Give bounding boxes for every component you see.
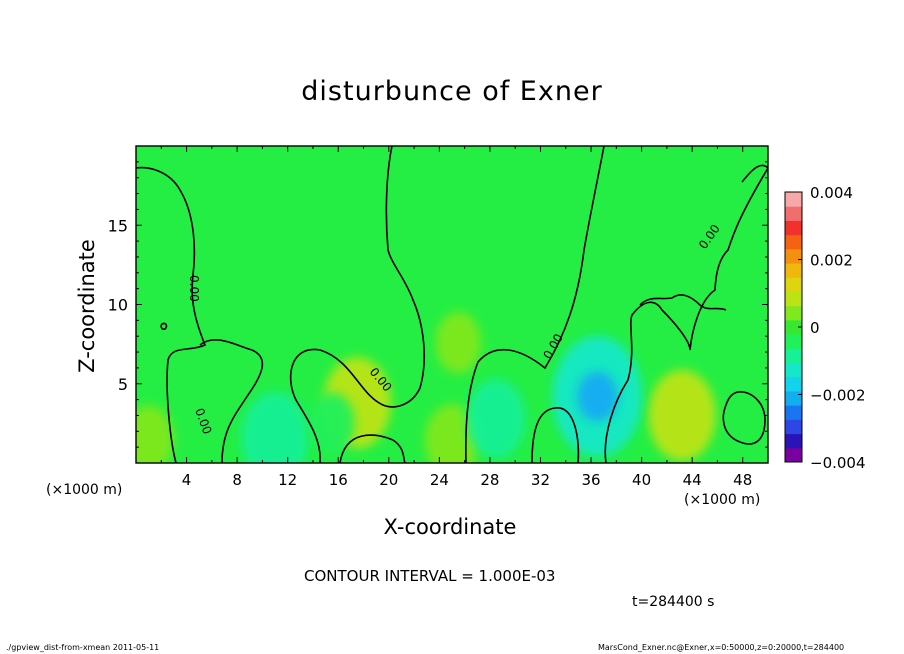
contour-zero-lower-right — [531, 407, 580, 463]
colorbar-swatch — [785, 192, 802, 207]
colorbar-swatch — [785, 220, 802, 236]
chart-title: disturbunce of Exner — [301, 76, 603, 107]
colorbar: 0.004 0.002 0 −0.002 −0.004 — [784, 184, 866, 472]
colorbar-swatch — [785, 376, 802, 392]
colorbar-tick-label: 0 — [810, 319, 820, 337]
time-label: t=284400 s — [632, 594, 715, 610]
contour-zero-left — [136, 166, 207, 463]
y-axis-label: Z-coordinate — [75, 239, 99, 373]
y-axis-unit: (×1000 m) — [46, 482, 123, 498]
colorbar-swatch — [785, 362, 802, 378]
contour-zero-ripple — [639, 294, 727, 311]
anomaly-negative-7 — [466, 378, 526, 459]
x-tick-label: 16 — [329, 471, 348, 489]
x-tick-label: 40 — [632, 471, 651, 489]
colorbar-swatch — [785, 234, 802, 250]
contour-lines — [136, 146, 768, 463]
contour-interval-text: CONTOUR INTERVAL = 1.000E-03 — [304, 567, 556, 585]
colorbar-swatch — [785, 433, 802, 449]
colorbar-swatch — [785, 348, 802, 364]
contour-zero-closed-right — [722, 391, 766, 445]
x-axis-unit: (×1000 m) — [684, 492, 761, 508]
x-tick-label: 20 — [379, 471, 398, 489]
colorbar-swatch — [785, 248, 802, 264]
x-tick-label: 8 — [232, 471, 242, 489]
contour-label: 0.00 — [187, 275, 201, 302]
contour-zero-right — [465, 146, 605, 463]
contour-right-edge — [741, 164, 768, 183]
colorbar-swatch — [785, 447, 802, 463]
colorbar-tick-label: −0.004 — [810, 454, 866, 472]
contour-zero-small-loop — [160, 322, 168, 330]
colorbar-swatch — [785, 319, 802, 335]
anomaly-core-5 — [577, 371, 618, 422]
footer-file-info: MarsCond_Exner.nc@Exner,x=0:50000,z=0:20… — [598, 643, 845, 652]
anomaly-negative-8 — [309, 392, 355, 455]
x-tick-label: 36 — [581, 471, 600, 489]
x-tick-label: 48 — [733, 471, 752, 489]
y-tick-label: 15 — [108, 216, 128, 235]
contour-zero-mid-right — [604, 167, 768, 463]
contour-zero-left-lower — [199, 339, 264, 463]
colorbar-swatch — [785, 291, 802, 307]
x-tick-label: 32 — [531, 471, 550, 489]
colorbar-swatch — [785, 334, 802, 349]
x-tick-label: 12 — [278, 471, 297, 489]
colorbar-tick-label: −0.002 — [810, 387, 866, 405]
x-tick-label: 24 — [430, 471, 449, 489]
anomaly-positive-4 — [435, 311, 482, 374]
colorbar-swatch — [785, 419, 802, 435]
x-tick-label: 28 — [480, 471, 499, 489]
colorbar-swatch — [785, 263, 802, 278]
y-tick-label: 5 — [118, 375, 128, 394]
colorbar-swatch — [785, 390, 802, 406]
colorbar-tick-label: 0.002 — [810, 252, 853, 270]
colorbar-swatch — [785, 405, 802, 420]
anomaly-negative-6 — [241, 392, 309, 463]
y-tick-label: 10 — [108, 296, 128, 315]
colorbar-swatch — [785, 206, 802, 221]
anomaly-positive-1 — [648, 369, 716, 462]
contour-zero-center — [289, 146, 425, 463]
contour-zero-lower-mid — [339, 434, 406, 463]
colorbar-swatch — [785, 277, 802, 292]
footer-script-info: ./gpview_dist-from-xmean 2011-05-11 — [6, 643, 160, 652]
x-tick-label: 4 — [182, 471, 192, 489]
x-axis-label: X-coordinate — [383, 515, 517, 539]
anomaly-positive-3 — [136, 405, 174, 463]
colorbar-tick-label: 0.004 — [810, 184, 853, 202]
x-tick-label: 44 — [683, 471, 702, 489]
colorbar-swatch — [785, 305, 802, 321]
